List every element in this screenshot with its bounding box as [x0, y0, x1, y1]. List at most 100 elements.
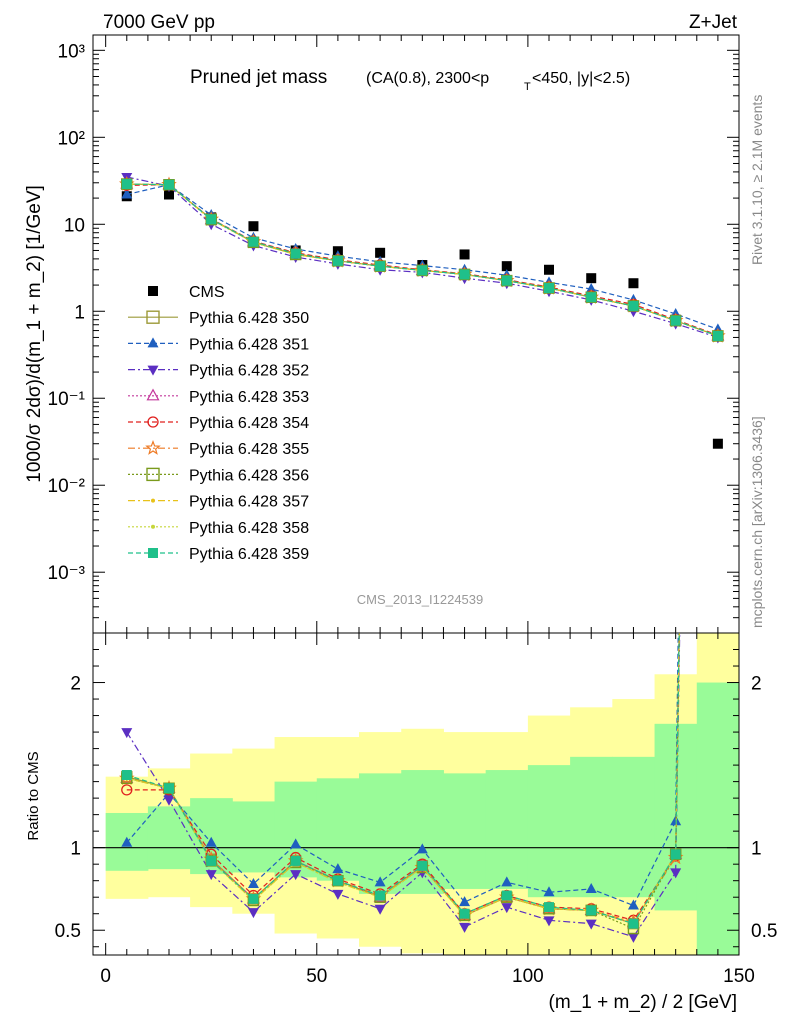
plot-title-subscript: T — [524, 81, 531, 93]
plot-title-cut-2: <450, |y|<2.5) — [532, 70, 630, 87]
data-point — [121, 188, 133, 199]
band-1sigma-bin — [443, 773, 487, 889]
main-y-axis-label: 1000/σ 2dσ)/d(m_1 + m_2) [1/GeV] — [24, 185, 45, 483]
ratio-point — [417, 860, 428, 871]
rivet-label: Rivet 3.1.10, ≥ 2.1M events — [749, 95, 765, 265]
y-tick-label: 10⁻¹ — [48, 389, 86, 410]
ratio-point — [332, 875, 343, 886]
x-axis-label: (m_1 + m_2) / 2 [GeV] — [549, 992, 738, 1013]
legend-label: Pythia 6.428 357 — [189, 494, 309, 511]
band-1sigma-bin — [232, 801, 276, 873]
legend-marker — [147, 337, 159, 348]
ratio-panel-frame — [92, 632, 740, 956]
data-point — [290, 248, 301, 259]
ratio-point — [459, 896, 471, 907]
plot-title-cut: (CA(0.8), 2300<p — [366, 70, 489, 87]
legend-entry: CMS — [148, 284, 225, 301]
legend-entry: Pythia 6.428 353 — [128, 388, 309, 406]
ratio-point — [543, 916, 555, 927]
ratio-point — [247, 908, 259, 919]
ratio-y-axis-label: Ratio to CMS — [25, 751, 42, 840]
legend-entry: Pythia 6.428 354 — [128, 415, 309, 432]
data-point — [248, 236, 259, 247]
y-tick-label: 10³ — [58, 41, 85, 62]
data-point — [206, 214, 217, 225]
y-tick-label: 0.5 — [55, 921, 81, 942]
y-tick-label: 1 — [751, 839, 762, 860]
data-point — [375, 261, 386, 272]
legend-marker — [148, 286, 158, 296]
legend-marker — [147, 416, 159, 428]
legend: CMS Pythia 6.428 350 Pythia 6.428 351 Pythi… — [128, 284, 309, 563]
legend-label: Pythia 6.428 355 — [189, 441, 309, 458]
data-point — [121, 179, 132, 190]
legend-marker — [146, 388, 160, 401]
data-point — [544, 264, 554, 275]
ratio-point — [375, 890, 386, 901]
x-tick-label: 100 — [512, 966, 544, 987]
ratio-point — [416, 843, 428, 854]
band-1sigma-bin — [527, 765, 571, 898]
ratio-point — [544, 902, 554, 913]
legend-label: Pythia 6.428 358 — [189, 520, 309, 537]
plot-title-main: Pruned jet mass — [190, 67, 327, 88]
legend-marker — [151, 498, 155, 503]
ratio-point — [459, 922, 471, 933]
band-1sigma-bin — [696, 682, 739, 955]
data-point — [459, 249, 470, 260]
legend-entry: Pythia 6.428 350 — [128, 310, 309, 327]
legend-label: Pythia 6.428 354 — [189, 415, 309, 432]
data-point — [586, 292, 597, 303]
ratio-point — [121, 836, 133, 847]
y-tick-label: 1 — [74, 302, 85, 323]
process-label: Z+Jet — [689, 12, 738, 33]
ratio-point — [163, 795, 175, 806]
x-tick-label: 50 — [306, 966, 327, 987]
data-point — [670, 315, 681, 326]
ratio-point — [586, 905, 597, 916]
ratio-point — [501, 876, 513, 887]
legend-marker — [151, 524, 155, 529]
legend-entry: Pythia 6.428 358 — [128, 520, 309, 537]
data-point — [585, 283, 597, 294]
legend-entry: Pythia 6.428 351 — [128, 336, 309, 353]
legend-marker — [148, 548, 158, 558]
data-point — [712, 330, 723, 341]
series-359 — [121, 179, 723, 341]
data-point — [501, 275, 512, 286]
data-point — [544, 283, 554, 294]
data-point — [375, 247, 386, 258]
legend-label: Pythia 6.428 351 — [189, 336, 309, 353]
ratio-point — [247, 877, 259, 888]
ratio-series — [118, 633, 684, 943]
data-point — [332, 255, 343, 266]
ratio-point — [374, 904, 386, 915]
ratio-point — [290, 870, 302, 881]
y-tick-label: 2 — [751, 674, 762, 695]
data-point — [586, 273, 597, 284]
ratio-point — [627, 932, 639, 943]
band-1sigma-bin — [359, 773, 402, 894]
ratio-point — [585, 919, 597, 930]
ratio-point — [627, 899, 639, 910]
ratio-point — [332, 863, 344, 874]
y-tick-label: 10⁻³ — [48, 563, 86, 584]
legend-label: Pythia 6.428 356 — [189, 467, 309, 484]
band-1sigma-bin — [147, 806, 191, 870]
band-1sigma-bin — [612, 756, 656, 898]
ratio-point — [501, 890, 512, 901]
legend-marker — [146, 310, 160, 324]
y-tick-label: 1 — [70, 839, 81, 860]
y-tick-label: 0.5 — [751, 921, 777, 942]
main-series — [118, 172, 726, 449]
ratio-point — [121, 728, 133, 739]
legend-marker — [146, 467, 160, 482]
legend-label: CMS — [189, 284, 225, 301]
legend-entry: Pythia 6.428 355 — [128, 440, 309, 458]
data-point — [248, 221, 259, 232]
legend-marker — [147, 365, 159, 376]
x-tick-label: 150 — [723, 966, 755, 987]
main-panel-frame — [92, 34, 740, 634]
y-tick-label: 10 — [64, 215, 85, 236]
legend-marker — [145, 440, 161, 455]
